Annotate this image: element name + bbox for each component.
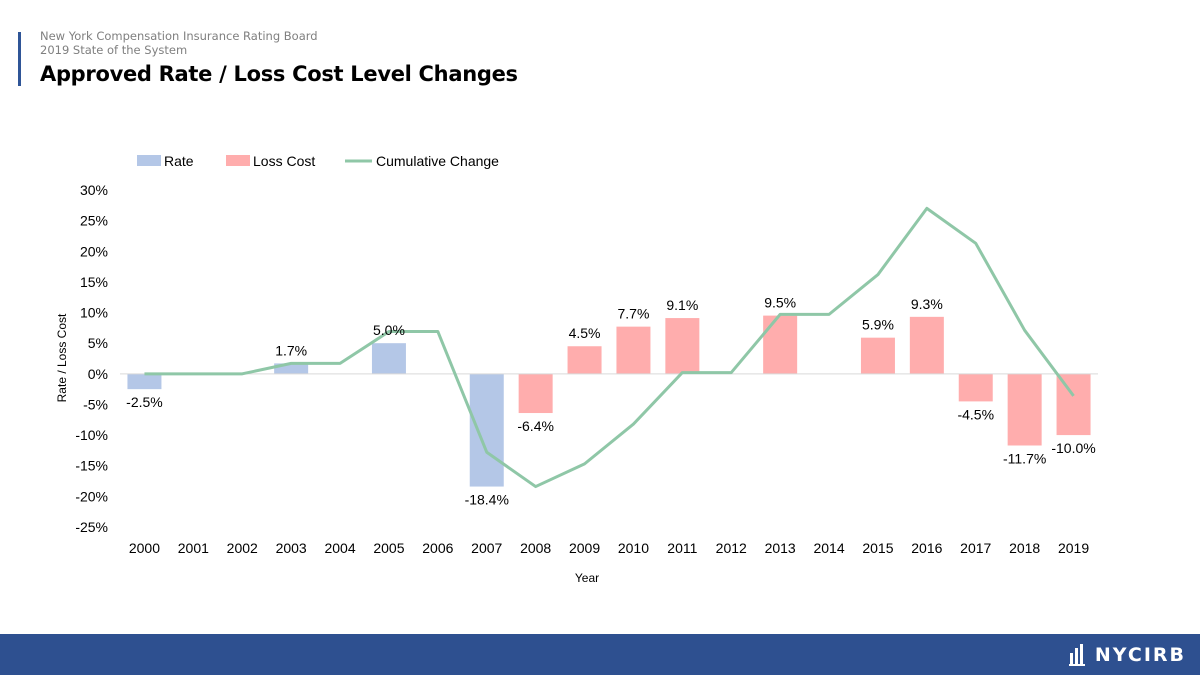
report-name: 2019 State of the System: [40, 42, 188, 57]
bar-loss-cost: [763, 315, 798, 374]
bar-loss-cost: [1056, 373, 1091, 436]
x-tick-label: 2010: [618, 540, 649, 556]
x-tick-label: 2019: [1058, 540, 1089, 556]
x-tick-label: 2000: [129, 540, 160, 556]
nycirb-logo: NYCIRB: [1068, 642, 1186, 668]
cumulative-change-line: [144, 206, 1075, 489]
data-label: -11.7%: [1003, 451, 1046, 467]
x-tick-label: 2018: [1009, 540, 1040, 556]
footer-band: [0, 634, 1200, 675]
x-tick-label: 2014: [813, 540, 844, 556]
data-label: 9.3%: [911, 296, 943, 312]
x-tick-label: 2003: [276, 540, 307, 556]
legend-cumulative-label: Cumulative Change: [376, 153, 499, 169]
bar-rate: [127, 373, 162, 390]
y-tick-label: 20%: [80, 243, 108, 259]
nycirb-logo-icon: [1068, 644, 1085, 666]
data-label: -10.0%: [1051, 440, 1095, 456]
bar-loss-cost: [616, 326, 651, 374]
x-axis-title: Year: [575, 571, 599, 585]
x-tick-label: 2004: [324, 540, 355, 556]
y-tick-label: 10%: [80, 305, 108, 321]
header-accent-bar: [18, 32, 21, 86]
legend-rate-swatch: [137, 155, 161, 166]
y-tick-label: -10%: [75, 427, 108, 443]
x-tick-label: 2013: [765, 540, 796, 556]
data-label: -18.4%: [465, 492, 509, 508]
y-axis-title: Rate / Loss Cost: [55, 313, 69, 402]
bar-rate: [469, 373, 504, 487]
y-tick-label: -5%: [83, 396, 108, 412]
y-tick-label: -25%: [75, 519, 108, 535]
bar-loss-cost: [665, 318, 700, 374]
data-label: 4.5%: [569, 325, 601, 341]
rate-loss-cost-chart: 30% 25% 20% 15% 10% 5% 0% -5% -10% -15% -20% -25% Ra…: [55, 153, 1098, 585]
bar-rate: [371, 343, 406, 374]
data-label: -2.5%: [126, 394, 163, 410]
data-label: 5.0%: [373, 322, 405, 338]
bar-loss-cost: [567, 346, 602, 374]
legend-loss-cost-swatch: [226, 155, 250, 166]
data-label: 1.7%: [275, 342, 307, 358]
legend-loss-cost-label: Loss Cost: [253, 153, 315, 169]
x-tick-label: 2009: [569, 540, 600, 556]
x-tick-label: 2011: [667, 540, 697, 556]
y-tick-label: -20%: [75, 488, 108, 504]
y-tick-label: 0%: [88, 366, 108, 382]
x-tick-label: 2007: [471, 540, 502, 556]
bar-loss-cost: [958, 373, 993, 402]
x-tick-label: 2008: [520, 540, 551, 556]
x-tick-label: 2015: [862, 540, 893, 556]
x-tick-label: 2016: [911, 540, 942, 556]
y-tick-label: 30%: [80, 182, 108, 198]
y-tick-label: 25%: [80, 213, 108, 229]
data-label: 5.9%: [862, 317, 894, 333]
organization-header: New York Compensation Insurance Rating B…: [40, 29, 318, 57]
y-tick-label: 5%: [88, 335, 108, 351]
x-tick-label: 2005: [373, 540, 404, 556]
x-tick-label: 2002: [227, 540, 258, 556]
data-label: -6.4%: [517, 418, 554, 434]
bar-loss-cost: [518, 373, 553, 414]
bar-loss-cost: [1007, 373, 1042, 446]
data-label: 9.5%: [764, 295, 796, 311]
y-tick-label: -15%: [75, 458, 108, 474]
organization-name: New York Compensation Insurance Rating B…: [40, 29, 318, 43]
x-tick-label: 2012: [716, 540, 747, 556]
bar-loss-cost: [860, 337, 895, 374]
x-tick-label: 2017: [960, 540, 991, 556]
bar-rate: [274, 363, 309, 374]
data-label: -4.5%: [957, 406, 994, 422]
data-label: 7.7%: [617, 306, 649, 322]
x-tick-label: 2001: [178, 540, 209, 556]
x-tick-label: 2006: [422, 540, 453, 556]
bar-loss-cost: [909, 316, 944, 374]
data-label: 9.1%: [666, 297, 698, 313]
legend-rate-label: Rate: [164, 153, 194, 169]
y-tick-label: 15%: [80, 274, 108, 290]
page-title: Approved Rate / Loss Cost Level Changes: [40, 62, 518, 86]
logo-text: NYCIRB: [1094, 644, 1186, 666]
